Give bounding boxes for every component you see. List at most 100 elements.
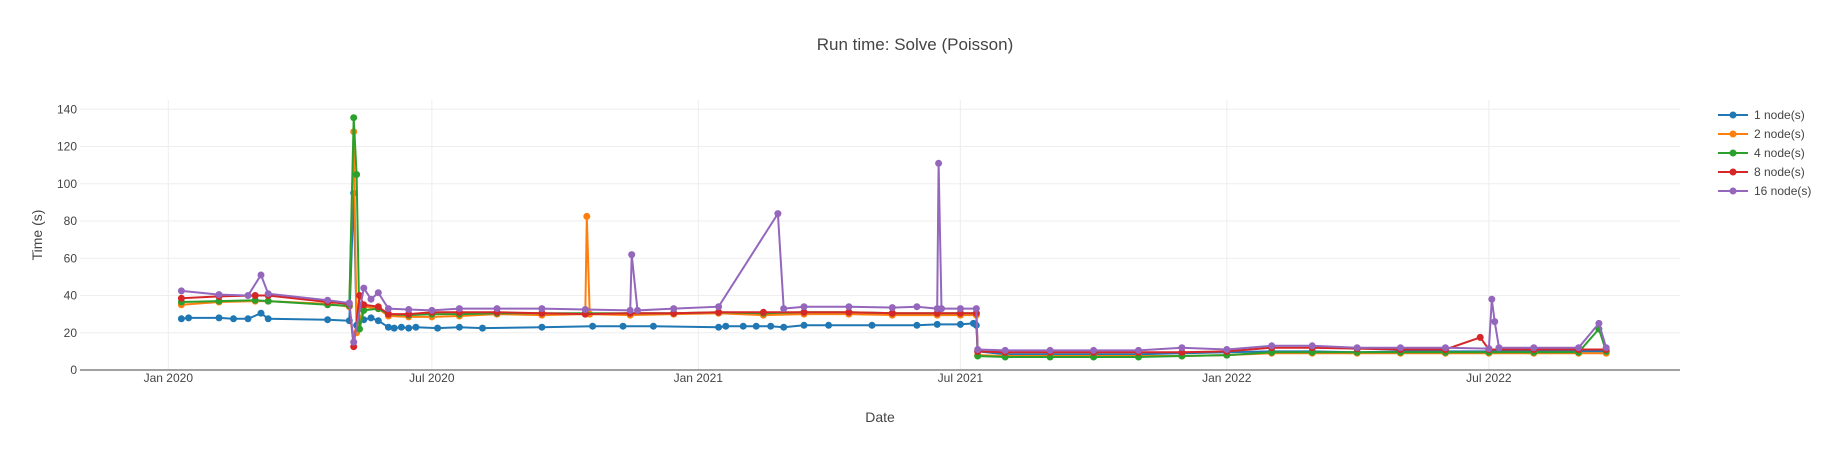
data-point [1135,346,1142,354]
data-point [1308,342,1316,350]
data-point [353,171,361,178]
data-point [1495,344,1503,352]
legend-marker [1729,149,1737,157]
data-point [215,291,223,299]
data-point [257,271,265,279]
legend-marker [1729,111,1737,119]
data-point [956,305,964,313]
data-point [974,346,982,353]
data-point [412,323,420,331]
data-point [1595,319,1603,327]
data-point [345,299,353,307]
data-point [384,323,392,331]
data-point [913,321,921,329]
y-tick-label: 80 [64,214,78,228]
data-point [715,303,723,311]
y-tick-label: 20 [64,326,78,340]
data-point [350,114,358,122]
data-point [538,305,546,313]
axes: 0 20 40 60 80 100 120 140 Jan 2020 Jul 2020 Jan 20… [57,102,1680,385]
data-point [739,322,747,330]
y-tick-label: 140 [57,102,77,116]
legend-item[interactable]: 1 node(s) [1718,108,1805,122]
data-point [1178,344,1186,352]
legend-item[interactable]: 16 node(s) [1718,184,1811,198]
data-point [384,310,392,318]
data-point [215,314,223,322]
data-point [972,305,980,313]
data-point [360,306,368,314]
data-point [715,308,723,316]
data-point [938,305,945,313]
legend-label: 16 node(s) [1754,184,1811,198]
data-point [1575,344,1583,352]
data-point [774,210,782,218]
legend: 1 node(s) 2 node(s) 4 node(s) 8 node(s) 16 n… [1718,108,1811,198]
data-point [649,322,657,330]
y-axis-title: Time (s) [29,210,45,261]
data-point [177,287,185,295]
data-point [956,320,964,328]
data-point [759,308,767,316]
data-point [752,322,760,330]
data-point [634,306,641,314]
data-point [1488,295,1496,303]
y-tick-label: 60 [64,251,78,265]
x-tick-label: Jan 2021 [674,371,724,385]
data-point [581,306,589,313]
data-point [374,289,382,297]
x-tick-label: Jul 2022 [1466,371,1512,385]
legend-item[interactable]: 8 node(s) [1718,165,1805,179]
x-tick-label: Jul 2021 [938,371,984,385]
data-point [1441,344,1449,352]
data-point [324,296,332,304]
data-point [628,251,636,259]
series-layer [177,114,1610,361]
data-point [1491,318,1499,326]
data-point [767,322,775,330]
data-point [1485,345,1493,353]
legend-item[interactable]: 2 node(s) [1718,127,1805,141]
legend-marker [1729,130,1737,138]
data-point [583,212,591,220]
legend-item[interactable]: 4 node(s) [1718,146,1805,160]
legend-label: 4 node(s) [1754,146,1805,160]
data-point [1001,346,1009,354]
data-point [888,304,896,312]
x-tick-label: Jan 2022 [1202,371,1252,385]
data-point [619,322,627,330]
data-point [360,301,368,309]
data-point [845,303,853,311]
y-tick-label: 100 [57,177,77,191]
data-point [933,320,941,328]
data-point [374,317,382,325]
data-point [780,323,788,331]
data-point [264,297,272,305]
data-point [1476,333,1484,341]
data-point [405,306,413,313]
data-point [913,303,921,311]
data-point [800,303,808,311]
data-point [177,294,185,302]
y-tick-label: 120 [57,140,77,154]
data-point [367,314,375,322]
data-point [670,305,678,313]
data-point [1530,344,1538,352]
data-point [384,305,392,313]
data-point [244,292,252,299]
data-point [177,315,185,323]
data-point [374,303,382,311]
data-point [1602,344,1610,352]
data-point [397,323,405,331]
data-point [626,306,634,314]
data-point [479,324,486,332]
data-point [264,290,272,298]
data-point [800,308,808,316]
legend-label: 2 node(s) [1754,127,1805,141]
chart-title: Run time: Solve (Poisson) [817,35,1014,54]
data-point [257,309,265,317]
data-point [455,323,463,331]
data-point [538,323,546,331]
x-tick-label: Jan 2020 [144,371,194,385]
